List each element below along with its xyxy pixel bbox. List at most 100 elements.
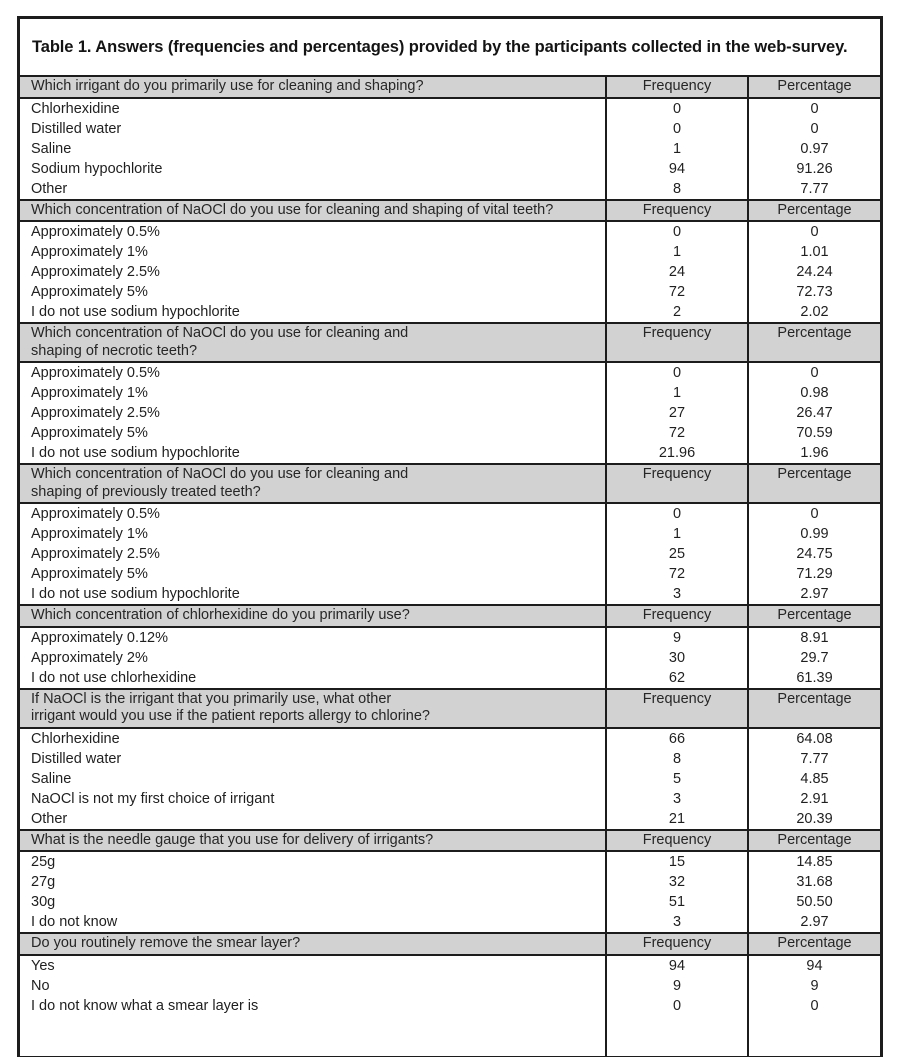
percentage-value-cell: 0	[747, 362, 880, 383]
answer-label-cell: Other	[31, 180, 68, 197]
frequency-column-header: Frequency	[605, 604, 748, 628]
answer-label-cell: Distilled water	[31, 750, 122, 767]
answer-row: Approximately 5% 72 70.59	[20, 423, 880, 443]
frequency-column-header: Frequency	[605, 198, 748, 222]
frequency-value-cell: 66	[605, 727, 748, 749]
answer-row: Other 8 7.77	[20, 178, 880, 200]
answer-row: 25g 15 14.85	[20, 851, 880, 872]
frequency-value-cell: 21.96	[605, 443, 748, 464]
percentage-value-cell: 31.68	[747, 872, 880, 892]
frequency-value-cell: 27	[605, 403, 748, 423]
section-question-cell: What is the needle gauge that you use fo…	[20, 828, 606, 852]
answer-label-cell: Distilled water	[31, 120, 122, 137]
percentage-value-cell: 0	[747, 221, 880, 242]
percentage-column-header: Percentage	[747, 828, 880, 852]
answer-row: 27g 32 31.68	[20, 872, 880, 892]
answer-row: I do not know 3 2.97	[20, 912, 880, 933]
survey-table: Which irrigant do you primarily use for …	[20, 75, 880, 1056]
answer-label-cell: Approximately 5%	[31, 425, 148, 441]
percentage-value-cell: 0.97	[747, 138, 880, 159]
frequency-value-cell: 15	[605, 851, 748, 872]
frequency-column-header: Frequency	[605, 687, 748, 729]
frequency-value-cell: 72	[605, 423, 748, 443]
answer-row: Approximately 1% 1 1.01	[20, 242, 880, 262]
frequency-column-header: Frequency	[605, 322, 748, 363]
answer-label-cell: Approximately 1%	[31, 526, 148, 542]
answer-label-cell: Approximately 2.5%	[31, 405, 160, 421]
answer-row: Approximately 0.5% 0 0	[20, 221, 880, 242]
frequency-column-header: Frequency	[605, 828, 748, 852]
answer-label-cell: Approximately 0.5%	[31, 224, 160, 240]
answer-row: Approximately 2.5% 24 24.24	[20, 262, 880, 282]
answer-label-cell: NaOCl is not my first choice of irrigant	[31, 790, 275, 807]
answer-label-cell: I do not use sodium hypochlorite	[31, 445, 240, 461]
answer-label-cell: Other	[31, 810, 68, 827]
percentage-value-cell: 4.85	[747, 768, 880, 789]
frequency-value-cell: 3	[605, 912, 748, 933]
percentage-value-cell: 2.97	[747, 584, 880, 605]
answer-row: NaOCl is not my first choice of irrigant…	[20, 788, 880, 809]
answer-row: Saline 5 4.85	[20, 768, 880, 789]
percentage-value-cell: 8.91	[747, 626, 880, 648]
answer-label-cell: Chlorhexidine	[31, 100, 120, 117]
percentage-column-header: Percentage	[747, 604, 880, 628]
percentage-value-cell: 0.99	[747, 524, 880, 544]
percentage-column-header: Percentage	[747, 932, 880, 956]
frequency-value-cell: 72	[605, 282, 748, 302]
section-header-row: If NaOCl is the irrigant that you primar…	[20, 687, 880, 729]
answer-row: Other 21 20.39	[20, 808, 880, 830]
answer-row: Approximately 2.5% 27 26.47	[20, 403, 880, 423]
answer-row: I do not use sodium hypochlorite 2 2.02	[20, 302, 880, 323]
answer-row: Chlorhexidine 0 0	[20, 97, 880, 119]
answer-label-cell: I do not use sodium hypochlorite	[31, 304, 240, 320]
percentage-value-cell: 1.01	[747, 242, 880, 262]
answer-label-cell: I do not use chlorhexidine	[31, 669, 197, 686]
section-header-row: What is the needle gauge that you use fo…	[20, 828, 880, 852]
section-header-row: Which concentration of chlorhexidine do …	[20, 604, 880, 628]
frequency-column-header: Frequency	[605, 75, 748, 99]
answer-label-cell: Approximately 5%	[31, 284, 148, 300]
percentage-value-cell: 24.75	[747, 544, 880, 564]
frequency-value-cell: 32	[605, 872, 748, 892]
section-question-cell: Which concentration of NaOCl do you use …	[20, 198, 606, 222]
section-question-cell: Which concentration of chlorhexidine do …	[20, 604, 606, 628]
answer-label-cell: Approximately 0.12%	[31, 629, 169, 646]
answer-row: Yes 94 94	[20, 954, 880, 976]
frequency-value-cell: 2	[605, 302, 748, 323]
spacer-cell	[747, 1015, 880, 1056]
percentage-column-header: Percentage	[747, 687, 880, 729]
percentage-value-cell: 2.91	[747, 788, 880, 809]
frequency-value-cell: 1	[605, 242, 748, 262]
percentage-value-cell: 94	[747, 954, 880, 976]
percentage-value-cell: 71.29	[747, 564, 880, 584]
answer-row: Chlorhexidine 66 64.08	[20, 727, 880, 749]
section-header-row: Which concentration of NaOCl do you use …	[20, 198, 880, 222]
answer-row: 30g 51 50.50	[20, 892, 880, 912]
table-frame: Table 1. Answers (frequencies and percen…	[17, 16, 883, 1057]
section-header-row: Do you routinely remove the smear layer?…	[20, 932, 880, 956]
frequency-value-cell: 0	[605, 118, 748, 139]
frequency-value-cell: 1	[605, 383, 748, 403]
answer-row: Approximately 2% 30 29.7	[20, 647, 880, 668]
survey-table-body: Which irrigant do you primarily use for …	[20, 75, 880, 1056]
table-title: Table 1. Answers (frequencies and percen…	[32, 37, 848, 56]
answer-row: Approximately 2.5% 25 24.75	[20, 544, 880, 564]
spacer-cell	[20, 1016, 606, 1056]
percentage-value-cell: 2.02	[747, 302, 880, 323]
answer-row: Approximately 1% 1 0.99	[20, 524, 880, 544]
answer-row: Approximately 0.5% 0 0	[20, 503, 880, 524]
answer-row: I do not use sodium hypochlorite 21.96 1.9…	[20, 443, 880, 464]
percentage-value-cell: 64.08	[747, 727, 880, 749]
frequency-value-cell: 8	[605, 748, 748, 769]
percentage-value-cell: 61.39	[747, 667, 880, 689]
percentage-value-cell: 7.77	[747, 748, 880, 769]
frequency-value-cell: 0	[605, 221, 748, 242]
section-question-cell: Which irrigant do you primarily use for …	[20, 75, 606, 99]
section-header-row: Which irrigant do you primarily use for …	[20, 75, 880, 99]
frequency-value-cell: 24	[605, 262, 748, 282]
frequency-value-cell: 3	[605, 584, 748, 605]
answer-label-cell: Approximately 2%	[31, 649, 148, 666]
frequency-value-cell: 1	[605, 524, 748, 544]
answer-row: No 9 9	[20, 975, 880, 996]
frequency-value-cell: 5	[605, 768, 748, 789]
